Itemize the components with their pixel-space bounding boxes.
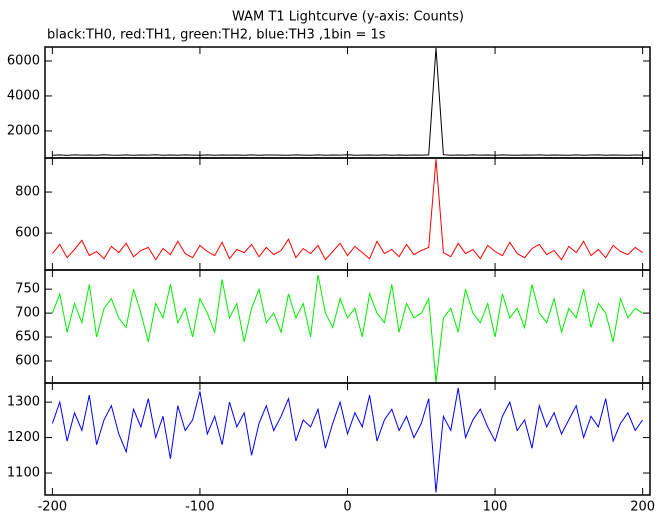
chart-subtitle: black:TH0, red:TH1, green:TH2, blue:TH3 … [47, 28, 386, 43]
light-curve [51, 387, 644, 493]
y-tick-label: 750 [15, 282, 40, 297]
y-tick-label: 2000 [7, 123, 40, 138]
y-tick-label: 1300 [7, 395, 40, 410]
panel-frame [44, 382, 651, 496]
y-tick-label: 1200 [7, 430, 40, 445]
chart-title: WAM T1 Lightcurve (y-axis: Counts) [232, 10, 464, 25]
x-tick-label: 200 [630, 500, 655, 515]
y-tick-label: 800 [15, 185, 40, 200]
y-tick-label: 6000 [7, 53, 40, 68]
x-tick-label: 100 [483, 500, 508, 515]
x-tick-label: -200 [38, 500, 68, 515]
y-tick-label: 4000 [7, 88, 40, 103]
panel-frame [44, 269, 651, 384]
y-tick-label: 600 [15, 353, 40, 368]
y-tick-label: 650 [15, 330, 40, 345]
x-tick-label: 0 [343, 500, 351, 515]
y-tick-label: 1100 [7, 466, 40, 481]
light-curve [52, 47, 643, 156]
y-tick-label: 700 [15, 306, 40, 321]
panel-frame [44, 157, 651, 271]
panel-frame [44, 46, 651, 159]
light-curve [51, 274, 643, 383]
light-curve [52, 159, 643, 261]
x-tick-label: -100 [185, 500, 215, 515]
y-tick-label: 600 [15, 226, 40, 241]
